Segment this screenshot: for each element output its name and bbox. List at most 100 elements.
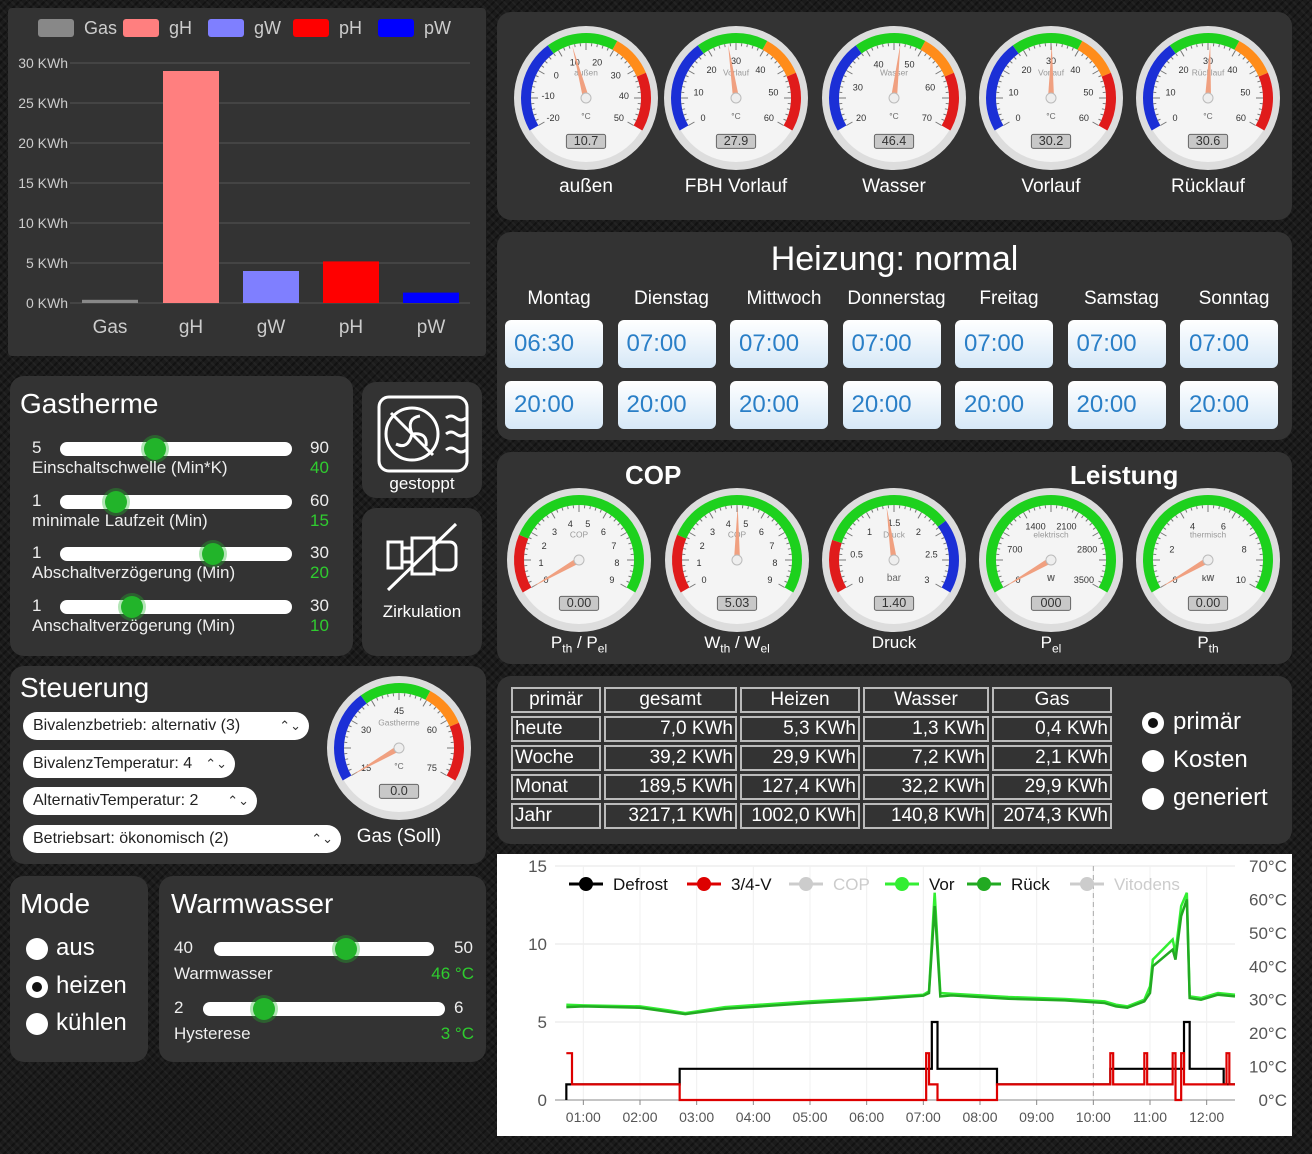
- energy-view-radio-generiert[interactable]: [1142, 788, 1164, 810]
- gauge-tick-label: 2: [542, 541, 547, 551]
- gauge-unit: °C: [1046, 111, 1055, 121]
- steuerung-title: Steuerung: [20, 672, 150, 703]
- gauge-tick-label: 0: [1173, 113, 1178, 123]
- legend-marker-Defrost[interactable]: [579, 877, 593, 891]
- off-time-input[interactable]: 20:00: [955, 381, 1053, 429]
- slider-knob[interactable]: [252, 998, 275, 1020]
- mode-radio-heizen[interactable]: [26, 975, 48, 998]
- slider-track[interactable]: [203, 1002, 445, 1016]
- slider-value: 20: [310, 563, 329, 582]
- energy-view-label: primär: [1173, 708, 1242, 735]
- table-cell: 2,1 KWh: [992, 745, 1112, 771]
- day-Freitag: Freitag: [979, 288, 1039, 309]
- legend-marker-Rück[interactable]: [977, 877, 991, 891]
- gauge-value: 46.4: [882, 134, 907, 148]
- slider-value: 40: [310, 458, 329, 477]
- slider-knob[interactable]: [144, 438, 167, 460]
- legend-swatch-pW: [378, 19, 414, 37]
- gauge-tick-label: 1400: [1025, 521, 1045, 531]
- boiler-stopped-icon: [377, 395, 469, 473]
- select-dropdown[interactable]: Betriebsart: ökonomisch (2) ⌃⌄: [23, 824, 341, 853]
- gauge-tick-label: 30: [731, 56, 741, 66]
- legend-marker-Vitodens[interactable]: [1080, 877, 1094, 891]
- legend-label-Vitodens[interactable]: Vitodens: [1114, 875, 1180, 894]
- gauge-caption: Gas (Soll): [356, 826, 442, 847]
- off-time-input[interactable]: 20:00: [1180, 381, 1278, 429]
- trend-x-tick: 11:00: [1133, 1109, 1167, 1125]
- legend-marker-Vor[interactable]: [895, 877, 909, 891]
- gauge-tick-label: 5: [743, 519, 748, 529]
- off-time-input[interactable]: 20:00: [1067, 381, 1166, 429]
- select-dropdown[interactable]: AlternativTemperatur: 2 ⌃⌄: [23, 787, 257, 815]
- gauge-tick-label: 7: [769, 541, 774, 551]
- slider-knob[interactable]: [120, 595, 143, 618]
- select-value: Betriebsart: ökonomisch (2): [33, 829, 229, 847]
- table-row: Monat 189,5 KWh 127,4 KWh 32,2 KWh 29,9 KWh: [511, 774, 1112, 800]
- select-dropdown[interactable]: Bivalenzbetrieb: alternativ (3) ⌃⌄: [23, 712, 309, 740]
- legend-label-Rück[interactable]: Rück: [1011, 875, 1050, 894]
- slider-knob[interactable]: [104, 490, 127, 513]
- boiler-status-tile[interactable]: gestoppt: [362, 382, 482, 498]
- on-time-input[interactable]: 07:00: [1180, 320, 1278, 368]
- gauge-value: 0.0: [390, 784, 408, 798]
- bar-Gas: [82, 299, 138, 303]
- gauge-needle: [572, 45, 589, 99]
- table-cell: 39,2 KWh: [604, 745, 737, 771]
- slider-track[interactable]: [60, 442, 292, 456]
- gauge-tick-label: 50: [1240, 87, 1250, 97]
- chevron-updown-icon: ⌃⌄: [311, 830, 333, 846]
- slider-track[interactable]: [214, 942, 434, 956]
- series-line-Rück: [566, 899, 1236, 1016]
- bar-y-tick: 10 KWh: [18, 215, 68, 231]
- caption-main: P: [1040, 633, 1052, 652]
- slider-knob[interactable]: [202, 543, 225, 565]
- gauge-needle: [886, 506, 897, 561]
- slider-max: 50: [454, 938, 473, 957]
- cop-title: COP: [625, 460, 682, 490]
- slider-track[interactable]: [60, 547, 292, 561]
- off-time-input[interactable]: 20:00: [730, 381, 828, 429]
- energy-view-radio-Kosten[interactable]: [1142, 750, 1164, 772]
- legend-label-COP[interactable]: COP: [833, 875, 870, 894]
- table-cell: 127,4 KWh: [740, 774, 860, 800]
- gauge-tick-label: 50: [614, 113, 624, 123]
- energy-bar-chart-panel: Gas gH gW pH pW 0 KWh 5 KWh 10 KWh 15 KWh 20 KWh 2…: [8, 8, 486, 356]
- off-time-input[interactable]: 20:00: [617, 381, 716, 429]
- gauge-cop-1: 0123456789COP5.03: [665, 488, 809, 632]
- gauge-unit: °C: [889, 111, 898, 121]
- legend-swatch-gW: [208, 19, 244, 37]
- slider-max: 30: [310, 595, 329, 615]
- day-Samstag: Samstag: [1084, 288, 1159, 309]
- on-time-input[interactable]: 07:00: [730, 320, 828, 368]
- gauge-tick-label: 3500: [1074, 575, 1094, 585]
- mode-radio-kühlen[interactable]: [26, 1013, 48, 1035]
- legend-label-3/4-V[interactable]: 3/4-V: [731, 875, 772, 894]
- off-time-input[interactable]: 20:00: [505, 381, 603, 429]
- circulation-pump-tile[interactable]: Zirkulation: [362, 508, 482, 656]
- legend-marker-3/4-V[interactable]: [697, 877, 711, 891]
- on-time-input[interactable]: 07:00: [1067, 320, 1166, 368]
- bar-gH: [163, 71, 219, 303]
- slider-track[interactable]: [60, 599, 292, 614]
- on-time-input[interactable]: 07:00: [617, 320, 716, 368]
- legend-marker-COP[interactable]: [799, 877, 813, 891]
- legend-label-Vor[interactable]: Vor: [929, 875, 955, 894]
- on-time-input[interactable]: 06:30: [505, 320, 603, 368]
- on-time-input[interactable]: 07:00: [955, 320, 1053, 368]
- select-dropdown[interactable]: BivalenzTemperatur: 4 ⌃⌄: [23, 749, 235, 778]
- mode-radio-aus[interactable]: [26, 938, 48, 960]
- table-header: primär: [511, 687, 601, 713]
- gauge-tick-label: -10: [542, 91, 555, 101]
- legend-label-Defrost[interactable]: Defrost: [613, 875, 668, 894]
- slider-min: 1: [32, 595, 42, 615]
- on-time-input[interactable]: 07:00: [842, 320, 941, 368]
- table-cell: 2074,3 KWh: [992, 803, 1112, 829]
- energy-view-radio-primär[interactable]: [1142, 712, 1164, 734]
- gauge-tick-label: 20: [856, 113, 866, 123]
- gauge-caption: Druck: [814, 633, 974, 653]
- off-time-input[interactable]: 20:00: [842, 381, 941, 429]
- slider-knob[interactable]: [335, 938, 357, 960]
- trend-y2-tick: 60°C: [1249, 890, 1287, 909]
- gauge-tick-label: 40: [755, 65, 765, 75]
- slider-track[interactable]: [60, 494, 292, 509]
